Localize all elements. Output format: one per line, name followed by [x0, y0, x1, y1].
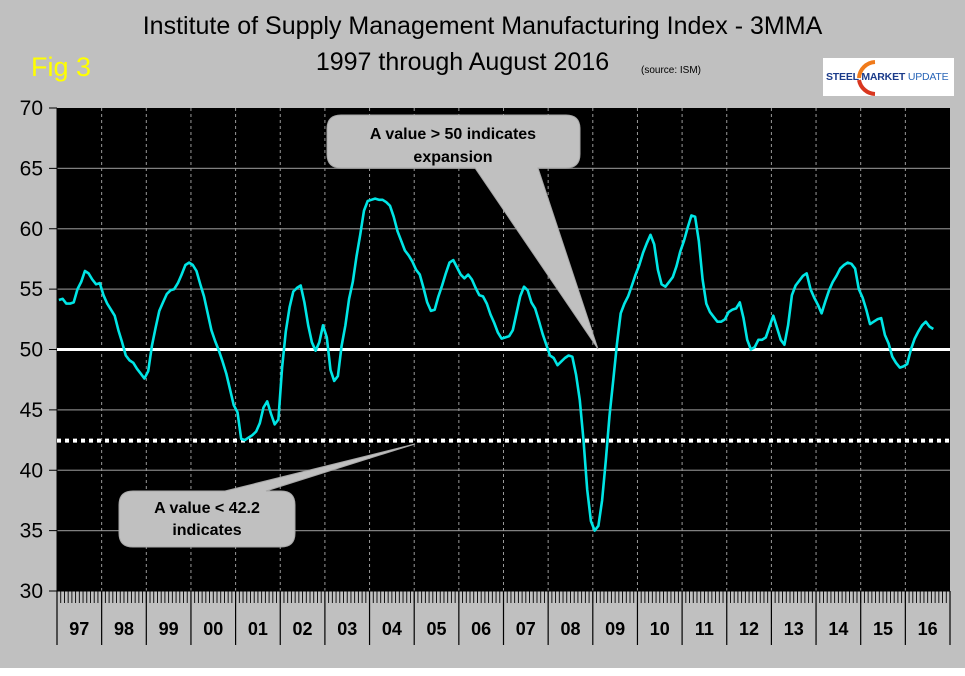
xtick-label: 07	[516, 619, 536, 639]
contraction-callout-bubble	[118, 443, 416, 548]
xtick-label: 04	[382, 619, 402, 639]
ytick-label: 50	[20, 339, 43, 362]
xtick-label: 99	[159, 619, 179, 639]
figure-label: Fig 3	[31, 52, 92, 82]
xtick-label: 06	[471, 619, 491, 639]
logo-swoosh-icon	[857, 60, 876, 96]
ytick-label: 30	[20, 580, 43, 603]
xtick-label: 16	[918, 619, 938, 639]
logo-word-steel: STEEL	[826, 71, 859, 83]
xtick-label: 98	[114, 619, 134, 639]
series-line-ism-3mma	[58, 197, 934, 532]
expansion-callout-bubble	[326, 114, 599, 350]
chart-subtitle: 1997 through August 2016	[315, 48, 610, 76]
logo-text: STEEL MARKET UPDATE	[826, 71, 949, 83]
ytick-label: 45	[20, 399, 43, 422]
steel-market-update-logo: STEEL MARKET UPDATE	[823, 58, 954, 96]
xtick-label: 12	[739, 619, 759, 639]
xtick-label: 10	[650, 619, 670, 639]
xtick-label: 01	[248, 619, 268, 639]
ytick-label: 40	[20, 459, 43, 482]
xtick-label: 09	[605, 619, 625, 639]
logo-word-update: UPDATE	[907, 71, 949, 83]
xtick-label: 00	[203, 619, 223, 639]
ytick-label: 65	[20, 157, 43, 180]
xtick-label: 97	[69, 619, 89, 639]
expansion-callout-line1: A value > 50 indicates	[370, 126, 536, 143]
ytick-label: 55	[20, 278, 43, 301]
xtick-label: 08	[560, 619, 580, 639]
expansion-callout: A value > 50 indicates expansion	[326, 114, 599, 350]
expansion-callout-line2: expansion	[413, 149, 492, 166]
reference-lines	[57, 348, 950, 443]
ytick-label: 35	[20, 520, 43, 543]
xtick-label: 15	[873, 619, 893, 639]
xtick-label: 13	[784, 619, 804, 639]
contraction-callout-line2: indicates	[172, 522, 241, 539]
ytick-label: 60	[20, 218, 43, 241]
chart-title: Institute of Supply Management Manufactu…	[142, 12, 823, 40]
x-axis: 97 98 99 00 01 02 03 04 05 06 07 08 09 10 11 12 13 14 15 16	[56, 590, 951, 645]
source-note: (source: ISM)	[641, 65, 702, 76]
logo-word-market: MARKET	[861, 71, 906, 83]
contraction-callout-line1: A value < 42.2	[154, 500, 260, 517]
y-axis: 70 65 60 55 50 45 40 35 30	[20, 97, 58, 603]
ytick-label: 70	[20, 97, 43, 120]
xtick-label: 14	[828, 619, 848, 639]
contraction-callout: A value < 42.2 indicates	[118, 443, 416, 548]
xtick-label: 11	[695, 619, 714, 639]
xtick-label: 05	[427, 619, 447, 639]
xtick-label: 03	[337, 619, 357, 639]
xtick-label: 02	[293, 619, 313, 639]
